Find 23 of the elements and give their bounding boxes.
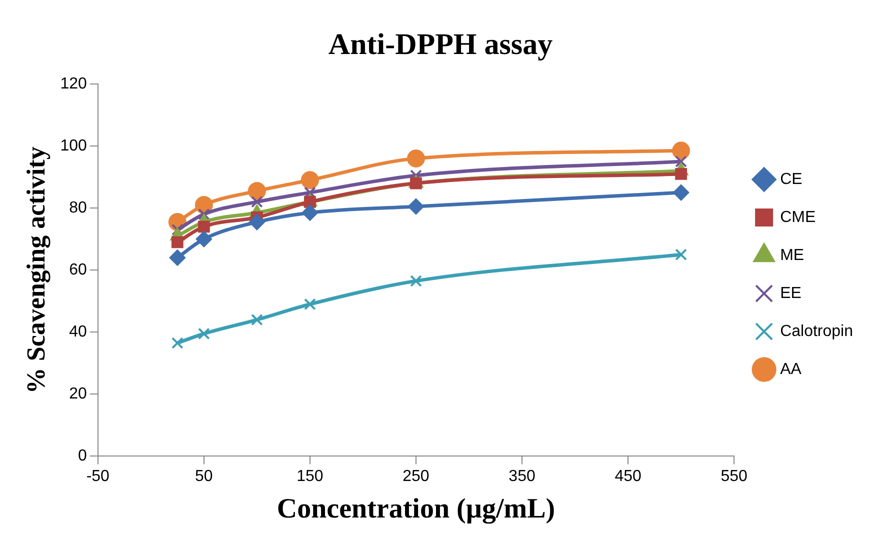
chart-title: Anti-DPPH assay — [328, 28, 553, 61]
x-tick-label: 150 — [296, 468, 324, 486]
legend-label: ME — [780, 246, 804, 264]
x-tick-label: 50 — [195, 468, 213, 486]
y-tick-label: 80 — [69, 199, 87, 216]
y-tick-label: 120 — [60, 75, 87, 92]
x-tick-label: 350 — [508, 468, 536, 486]
y-tick-label: 20 — [69, 386, 87, 403]
x-tick-label: 450 — [614, 468, 642, 486]
legend-label: CE — [780, 170, 802, 188]
legend-label: AA — [780, 360, 802, 378]
y-tick-label: 0 — [78, 448, 87, 465]
x-axis-title: Concentration (µg/mL) — [276, 493, 556, 524]
y-tick-label: 40 — [69, 324, 87, 341]
x-tick-label: 550 — [720, 468, 748, 486]
y-axis-title: % Scavenging activity — [21, 146, 50, 394]
legend-label: EE — [780, 284, 802, 302]
legend-label: Calotropin — [780, 322, 854, 340]
y-tick-label: 60 — [69, 262, 87, 279]
legend-label: CME — [780, 208, 816, 226]
y-tick-label: 100 — [60, 137, 87, 154]
x-tick-label: -50 — [86, 468, 110, 486]
x-tick-label: 250 — [402, 468, 430, 486]
